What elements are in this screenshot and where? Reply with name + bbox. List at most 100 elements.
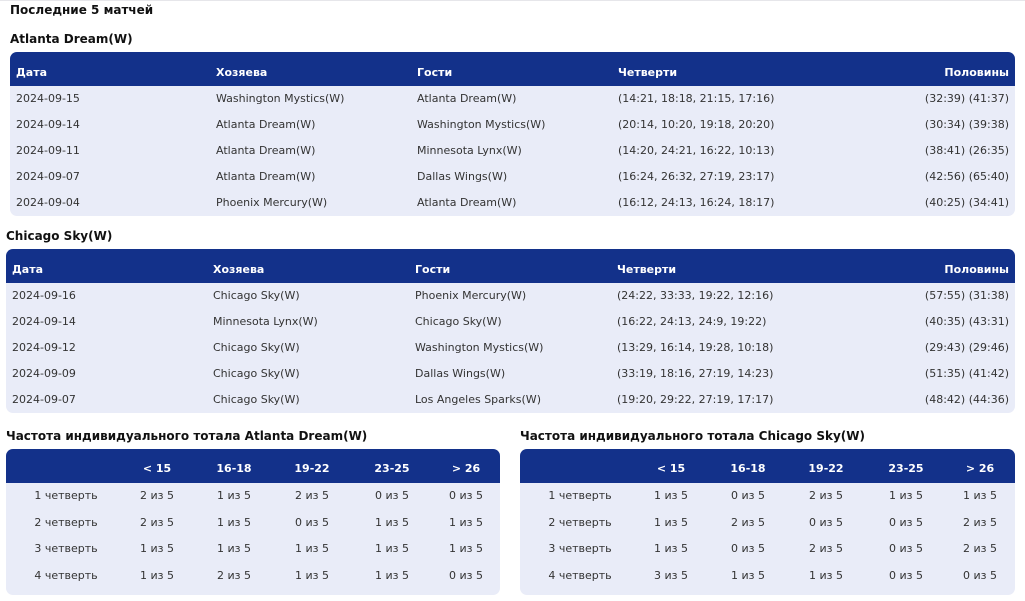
top-divider <box>0 0 1025 1</box>
freq-cell: 1 из 5 <box>809 568 843 582</box>
freq-row: 3 четверть 1 из 5 1 из 5 1 из 5 1 из 5 1 из 5 <box>6 536 500 563</box>
freq-cell: 1 из 5 <box>217 515 251 529</box>
cell-quarters: (16:24, 26:32, 27:19, 23:17) <box>618 170 775 183</box>
freq-cell: 1 из 5 <box>295 542 329 555</box>
freq-row-label: 1 четверть <box>548 489 612 502</box>
table-header: Дата Хозяева Гости Четверти Половины <box>6 249 1015 283</box>
cell-away: Washington Mystics(W) <box>415 341 544 354</box>
table-row: 2024-09-11 Atlanta Dream(W) Minnesota Lynx… <box>10 138 1015 164</box>
freq-col-header: 23-25 <box>888 462 924 475</box>
freq-cell: 2 из 5 <box>963 515 997 529</box>
freq-cell: 1 из 5 <box>889 489 923 502</box>
cell-home: Minnesota Lynx(W) <box>213 315 318 328</box>
freq-row-label: 4 четверть <box>34 568 98 582</box>
header-quarters: Четверти <box>617 263 677 276</box>
cell-date: 2024-09-07 <box>12 393 76 406</box>
table-header: Дата Хозяева Гости Четверти Половины <box>10 52 1015 86</box>
header-halves: Половины <box>944 263 1009 276</box>
cell-away: Atlanta Dream(W) <box>417 92 517 105</box>
cell-away: Minnesota Lynx(W) <box>417 144 522 157</box>
page-title: Последние 5 матчей <box>10 3 154 17</box>
cell-date: 2024-09-14 <box>12 315 76 328</box>
freq-col-header: 23-25 <box>374 462 410 475</box>
cell-quarters: (14:20, 24:21, 16:22, 10:13) <box>618 144 775 157</box>
cell-quarters: (19:20, 29:22, 27:19, 17:17) <box>617 393 774 406</box>
cell-date: 2024-09-11 <box>16 144 80 157</box>
table-row: 2024-09-07 Chicago Sky(W) Los Angeles Spar… <box>6 387 1015 413</box>
freq-col-header: 19-22 <box>294 462 330 475</box>
cell-halves: (29:43) (29:46) <box>924 341 1009 354</box>
freq-cell: 1 из 5 <box>375 568 409 582</box>
freq-cell: 2 из 5 <box>295 489 329 502</box>
cell-date: 2024-09-07 <box>16 170 80 183</box>
cell-away: Washington Mystics(W) <box>417 118 546 131</box>
cell-away: Los Angeles Sparks(W) <box>415 393 541 406</box>
cell-halves: (40:35) (43:31) <box>924 315 1009 328</box>
cell-home: Chicago Sky(W) <box>213 393 300 406</box>
cell-home: Atlanta Dream(W) <box>216 118 316 131</box>
freq-col-header: 16-18 <box>730 462 766 475</box>
freq-cell: 2 из 5 <box>809 542 843 555</box>
freq-cell: 1 из 5 <box>449 515 483 529</box>
header-date: Дата <box>16 66 48 79</box>
cell-halves: (32:39) (41:37) <box>924 92 1009 105</box>
cell-away: Dallas Wings(W) <box>415 367 506 380</box>
cell-halves: (42:56) (65:40) <box>924 170 1009 183</box>
freq-cell: 1 из 5 <box>654 542 688 555</box>
freq-cell: 2 из 5 <box>731 515 765 529</box>
freq-cell: 0 из 5 <box>889 542 923 555</box>
freq-cell: 0 из 5 <box>963 568 997 582</box>
freq-row: 4 четверть 1 из 5 2 из 5 1 из 5 1 из 5 0 из 5 <box>6 563 500 590</box>
cell-home: Chicago Sky(W) <box>213 367 300 380</box>
freq-cell: 1 из 5 <box>731 568 765 582</box>
cell-home: Chicago Sky(W) <box>213 341 300 354</box>
cell-away: Atlanta Dream(W) <box>417 196 517 209</box>
freq-cell: 1 из 5 <box>654 515 688 529</box>
table-row: 2024-09-16 Chicago Sky(W) Phoenix Mercury(… <box>6 283 1015 309</box>
freq-row-label: 2 четверть <box>548 515 612 529</box>
cell-quarters: (16:22, 24:13, 24:9, 19:22) <box>617 315 767 328</box>
cell-date: 2024-09-14 <box>16 118 80 131</box>
cell-quarters: (24:22, 33:33, 19:22, 12:16) <box>617 289 774 302</box>
freq-col-header: > 26 <box>451 462 481 475</box>
cell-halves: (40:25) (34:41) <box>924 196 1009 209</box>
cell-date: 2024-09-15 <box>16 92 80 105</box>
cell-quarters: (20:14, 10:20, 19:18, 20:20) <box>618 118 775 131</box>
freq-row-label: 2 четверть <box>34 515 98 529</box>
table-row: 2024-09-14 Atlanta Dream(W) Washington Mys… <box>10 112 1015 138</box>
freq-cell: 0 из 5 <box>889 515 923 529</box>
cell-halves: (48:42) (44:36) <box>924 393 1009 406</box>
freq-row: 1 четверть 2 из 5 1 из 5 2 из 5 0 из 5 0 из 5 <box>6 483 500 510</box>
freq-header: < 15 16-18 19-22 23-25 > 26 <box>6 449 500 483</box>
freq-cell: 1 из 5 <box>449 542 483 555</box>
freq-col-header: 16-18 <box>216 462 252 475</box>
freq-cell: 1 из 5 <box>217 542 251 555</box>
header-away: Гости <box>417 66 453 79</box>
freq-cell: 2 из 5 <box>140 489 174 502</box>
freq-cell: 1 из 5 <box>654 489 688 502</box>
cell-home: Atlanta Dream(W) <box>216 170 316 183</box>
header-halves: Половины <box>944 66 1009 79</box>
cell-date: 2024-09-04 <box>16 196 80 209</box>
freq-table-atlanta: < 15 16-18 19-22 23-25 > 26 1 четверть 2 из 5… <box>6 449 500 595</box>
cell-halves: (30:34) (39:38) <box>924 118 1009 131</box>
freq-cell: 0 из 5 <box>731 542 765 555</box>
table-row: 2024-09-12 Chicago Sky(W) Washington Mysti… <box>6 335 1015 361</box>
freq-cell: 0 из 5 <box>295 515 329 529</box>
cell-away: Phoenix Mercury(W) <box>415 289 527 302</box>
freq-cell: 1 из 5 <box>140 542 174 555</box>
freq-cell: 2 из 5 <box>963 542 997 555</box>
freq-row-label: 3 четверть <box>34 542 98 555</box>
header-quarters: Четверти <box>618 66 678 79</box>
freq-cell: 1 из 5 <box>295 568 329 582</box>
freq-header: < 15 16-18 19-22 23-25 > 26 <box>520 449 1015 483</box>
freq-table-chicago: < 15 16-18 19-22 23-25 > 26 1 четверть 1 из 5… <box>520 449 1015 595</box>
freq-cell: 2 из 5 <box>140 515 174 529</box>
cell-home: Washington Mystics(W) <box>216 92 345 105</box>
freq-row-label: 4 четверть <box>548 568 612 582</box>
freq-row: 3 четверть 1 из 5 0 из 5 2 из 5 0 из 5 2 из 5 <box>520 536 1015 563</box>
cell-halves: (38:41) (26:35) <box>924 144 1009 157</box>
freq-row: 1 четверть 1 из 5 0 из 5 2 из 5 1 из 5 1 из 5 <box>520 483 1015 510</box>
header-away: Гости <box>415 263 451 276</box>
freq-title-atlanta: Частота индивидуального тотала Atlanta D… <box>6 429 368 443</box>
